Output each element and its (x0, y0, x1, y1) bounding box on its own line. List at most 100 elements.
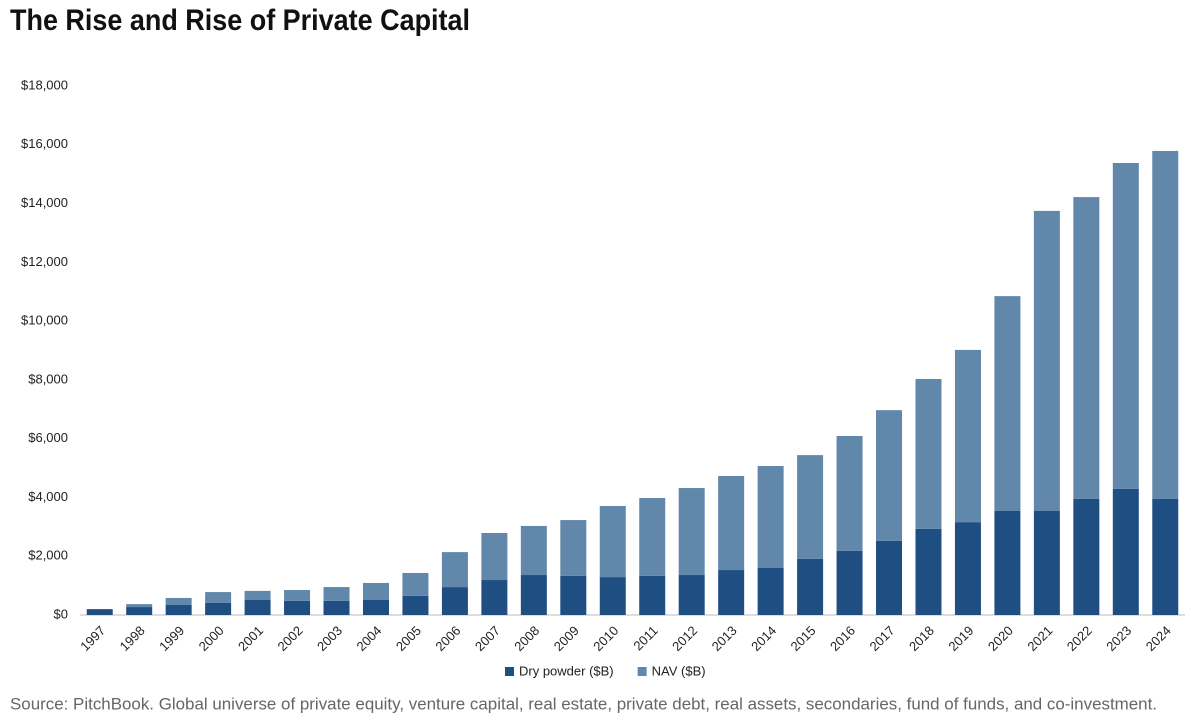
x-tick-label: 2024 (1143, 623, 1174, 654)
bar-segment (441, 552, 468, 588)
x-tick-label: 2020 (985, 623, 1016, 654)
bar-segment (757, 567, 784, 615)
bar-segment (1033, 510, 1060, 615)
bar-segment (915, 528, 942, 615)
x-tick-label: 2007 (472, 623, 503, 654)
bar-segment (599, 577, 626, 615)
y-tick-label: $2,000 (28, 548, 68, 563)
source-note: Source: PitchBook. Global universe of pr… (10, 694, 1157, 713)
bar-segment (205, 602, 232, 615)
bar-segment (836, 550, 863, 615)
y-tick-label: $12,000 (21, 254, 68, 269)
y-tick-label: $14,000 (21, 195, 68, 210)
bar-segment (1033, 210, 1060, 511)
bar-segment (560, 575, 587, 615)
bar-segment (954, 349, 981, 523)
x-tick-label: 2014 (748, 623, 779, 654)
x-tick-label: 2023 (1103, 623, 1134, 654)
bar-segment (284, 600, 311, 615)
x-tick-label: 2022 (1064, 623, 1095, 654)
bar-segment (718, 475, 745, 571)
chart-title: The Rise and Rise of Private Capital (10, 4, 470, 37)
x-tick-label: 2010 (590, 623, 621, 654)
bar-segment (481, 580, 508, 615)
bar-segment (876, 410, 903, 541)
x-tick-label: 2009 (551, 623, 582, 654)
bar-segment (1112, 162, 1139, 489)
bar-segment (1073, 498, 1100, 615)
x-tick-label: 2012 (669, 623, 700, 654)
bar-segment (86, 609, 113, 615)
x-tick-label: 2019 (945, 623, 976, 654)
legend-swatch (637, 667, 647, 676)
bar-segment (994, 510, 1021, 615)
bar-segment (599, 505, 626, 578)
bar-segment (323, 600, 350, 615)
bar-segment (323, 587, 350, 601)
y-tick-label: $16,000 (21, 136, 68, 151)
x-tick-label: 2011 (630, 623, 660, 653)
bar-segment (639, 575, 666, 615)
bar-segment (678, 488, 705, 576)
bar-segment (1073, 197, 1100, 499)
x-tick-label: 2004 (353, 623, 384, 654)
bar-segment (402, 595, 429, 615)
x-tick-label: 2017 (867, 623, 898, 654)
bar-segment (915, 379, 942, 529)
bar-segment (362, 582, 389, 601)
bar-segment (441, 587, 468, 615)
bar-segment (520, 575, 547, 615)
x-tick-label: 2005 (393, 623, 424, 654)
bar-segment (639, 498, 666, 576)
x-tick-label: 2018 (906, 623, 937, 654)
bar-segment (954, 522, 981, 615)
bar-segment (126, 607, 153, 615)
bar-segment (1152, 498, 1179, 615)
y-tick-label: $10,000 (21, 313, 68, 328)
bar-segment (757, 465, 784, 568)
x-tick-label: 1997 (77, 623, 108, 654)
y-tick-label: $18,000 (21, 77, 68, 92)
bar-segment (718, 570, 745, 615)
bar-segment (797, 558, 824, 615)
bar-segment (244, 600, 271, 615)
x-tick-label: 2003 (314, 623, 345, 654)
x-tick-label: 2008 (511, 623, 542, 654)
x-tick-label: 2013 (709, 623, 740, 654)
y-tick-label: $8,000 (28, 371, 68, 386)
bar-segment (797, 455, 824, 559)
x-tick-label: 1999 (156, 623, 187, 654)
bar-segment (520, 525, 547, 576)
bar-segment (481, 533, 508, 581)
legend-label: Dry powder ($B) (519, 663, 614, 678)
x-tick-label: 2016 (827, 623, 858, 654)
x-tick-label: 2002 (275, 623, 306, 654)
legend-swatch (505, 667, 514, 676)
x-tick-label: 1998 (117, 623, 148, 654)
x-tick-label: 2006 (432, 623, 463, 654)
y-tick-label: $4,000 (28, 489, 68, 504)
bar-segment (1112, 488, 1139, 615)
bar-segment (994, 296, 1021, 511)
bar-segment (284, 590, 311, 601)
bar-segment (205, 592, 232, 603)
x-tick-label: 2000 (196, 623, 227, 654)
x-tick-label: 2015 (788, 623, 819, 654)
bar-segment (126, 604, 153, 608)
bar-segment (876, 540, 903, 615)
bar-segment (678, 575, 705, 615)
bar-segment (362, 600, 389, 615)
bar-segment (165, 605, 192, 615)
bar-segment (836, 436, 863, 551)
bar-segment (402, 572, 429, 596)
x-tick-label: 2001 (235, 623, 266, 654)
y-tick-label: $0 (54, 606, 68, 621)
x-tick-label: 2021 (1024, 623, 1055, 654)
y-tick-label: $6,000 (28, 430, 68, 445)
bar-segment (560, 520, 587, 576)
bar-segment (165, 597, 192, 606)
legend-label: NAV ($B) (652, 663, 706, 678)
bar-segment (1152, 150, 1179, 499)
